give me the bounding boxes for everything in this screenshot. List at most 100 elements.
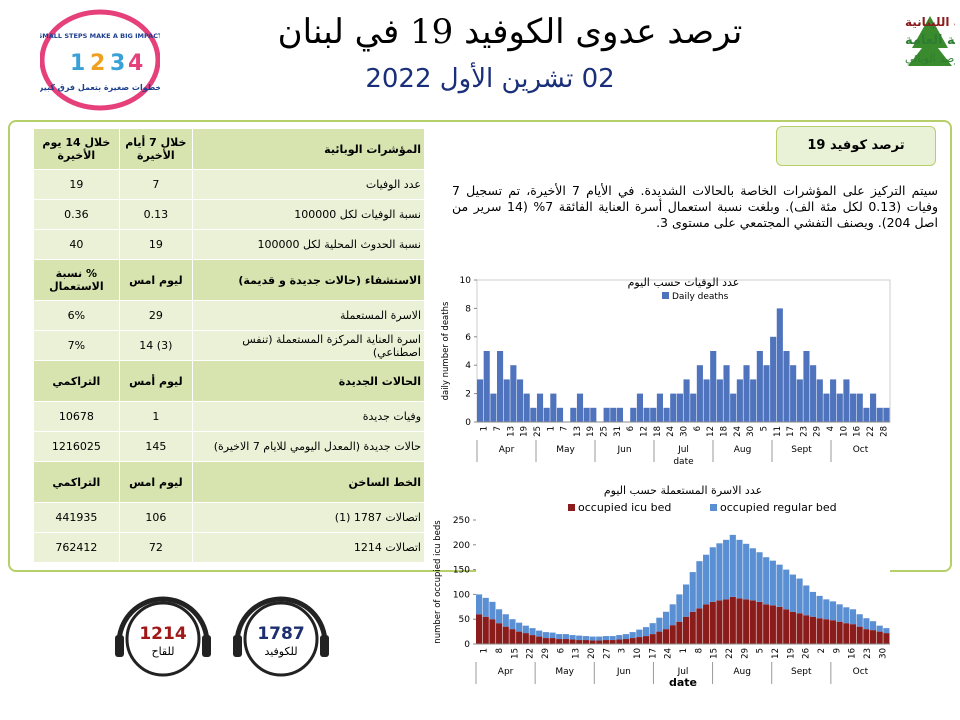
bar [743, 599, 750, 644]
bar [636, 637, 643, 644]
bar [649, 634, 656, 644]
campaign-text: خطوات صغيرة بتعمل فرق كبير [40, 83, 160, 92]
bar [576, 393, 584, 422]
table-cell: 762412 [33, 532, 120, 563]
x-tick-label: 22 [526, 648, 536, 659]
bar [663, 407, 670, 422]
table-cell: 106 [118, 502, 194, 533]
bar [869, 630, 877, 644]
bar [542, 632, 549, 639]
x-tick-label: 17 [648, 648, 658, 659]
bar [676, 393, 683, 422]
y-tick-label: 10 [460, 276, 472, 286]
bar [756, 552, 763, 602]
table-cell: المؤشرات الوبائية [192, 128, 425, 170]
bar [490, 393, 497, 422]
table-cell: حالات جديدة (المعدل اليومي للايام 7 الاخ… [192, 431, 425, 462]
x-tick-label: 23 [863, 648, 873, 659]
bar [816, 595, 823, 619]
bar [790, 365, 797, 422]
hotline-number: 1214 [139, 624, 186, 644]
x-tick-label: 1 [546, 426, 556, 431]
bar [656, 393, 663, 422]
bar [796, 613, 803, 644]
table-cell: نسبة الحدوث المحلية لكل 100000 [192, 229, 425, 260]
x-tick-label: 22 [866, 426, 876, 437]
bar [803, 351, 810, 422]
month-label: Jul [677, 667, 689, 677]
bar [622, 639, 630, 644]
x-tick-label: 19 [586, 426, 596, 437]
bar [503, 379, 510, 422]
bar [476, 614, 483, 644]
bar [856, 614, 863, 627]
bar [477, 379, 484, 422]
x-tick-label: 31 [613, 426, 623, 437]
x-tick-label: 23 [799, 426, 809, 437]
x-tick-label: 26 [802, 648, 812, 659]
x-tick-label: 4 [826, 426, 836, 431]
ministry-name: برنامج الترصد الوبائي [905, 52, 955, 65]
bar [529, 635, 536, 644]
bar [582, 636, 589, 641]
table-row: عدد الوفيات 7 19 [33, 169, 425, 200]
bar [776, 564, 783, 607]
bar [510, 365, 517, 422]
earpiece [115, 635, 124, 657]
bar [509, 629, 516, 644]
table-row: اتصالات 1214 72 762412 [33, 532, 425, 563]
bar [683, 616, 690, 644]
x-tick-label: 1 [679, 648, 689, 653]
x-tick-label: 15 [710, 648, 720, 659]
bar [549, 632, 556, 639]
x-tick-label: 10 [633, 648, 643, 659]
chart-title: عدد الوفيات حسب اليوم [628, 276, 740, 289]
x-tick-label: 6 [556, 648, 566, 653]
x-tick-label: 7 [493, 426, 503, 431]
bar [809, 616, 817, 644]
bar [582, 640, 589, 644]
bar [596, 636, 603, 641]
bar [603, 407, 610, 422]
x-tick-label: 27 [602, 648, 612, 659]
x-tick-label: 1 [480, 426, 490, 431]
bar [556, 639, 563, 644]
table-cell: ليوم أمس [118, 360, 194, 402]
bar [723, 599, 730, 644]
table-cell: وفيات جديدة [192, 401, 425, 432]
svg-text:1: 1 [70, 51, 85, 76]
x-tick-label: 13 [572, 648, 582, 659]
x-tick-label: 11 [773, 426, 783, 437]
bar [876, 631, 883, 644]
x-tick-label: 17 [786, 426, 796, 437]
legend-label: occupied icu bed [578, 501, 671, 514]
bar [616, 635, 623, 640]
table-row: اتصالات 1787 (1) 106 441935 [33, 502, 425, 533]
x-tick-label: 10 [839, 426, 849, 437]
month-label: Sept [791, 667, 812, 677]
bar [863, 629, 870, 644]
x-tick-label: 24 [664, 648, 674, 659]
table-cell: 0.36 [33, 199, 120, 230]
campaign-logo: SMALL STEPS MAKE A BIG IMPACT 1 2 3 4 خط… [40, 9, 160, 111]
bar [622, 634, 630, 640]
bar [529, 628, 536, 636]
table-cell: اتصالات 1787 (1) [192, 502, 425, 533]
bar [516, 631, 523, 644]
bar [703, 554, 710, 605]
bar [556, 634, 563, 640]
bar [616, 407, 624, 422]
bar [776, 308, 783, 422]
table-row: الخط الساخن ليوم امس التراكمي [33, 461, 425, 503]
bar [849, 624, 857, 644]
earpiece [233, 635, 242, 657]
bar [576, 640, 583, 644]
table-cell: ليوم امس [118, 259, 194, 301]
table-cell: الحالات الجديدة [192, 360, 425, 402]
bar [856, 626, 863, 644]
y-axis-label: daily number of deaths [441, 301, 451, 400]
bar [703, 379, 710, 422]
bar [829, 601, 837, 621]
bar [570, 407, 577, 422]
x-tick-label: 19 [786, 648, 796, 659]
